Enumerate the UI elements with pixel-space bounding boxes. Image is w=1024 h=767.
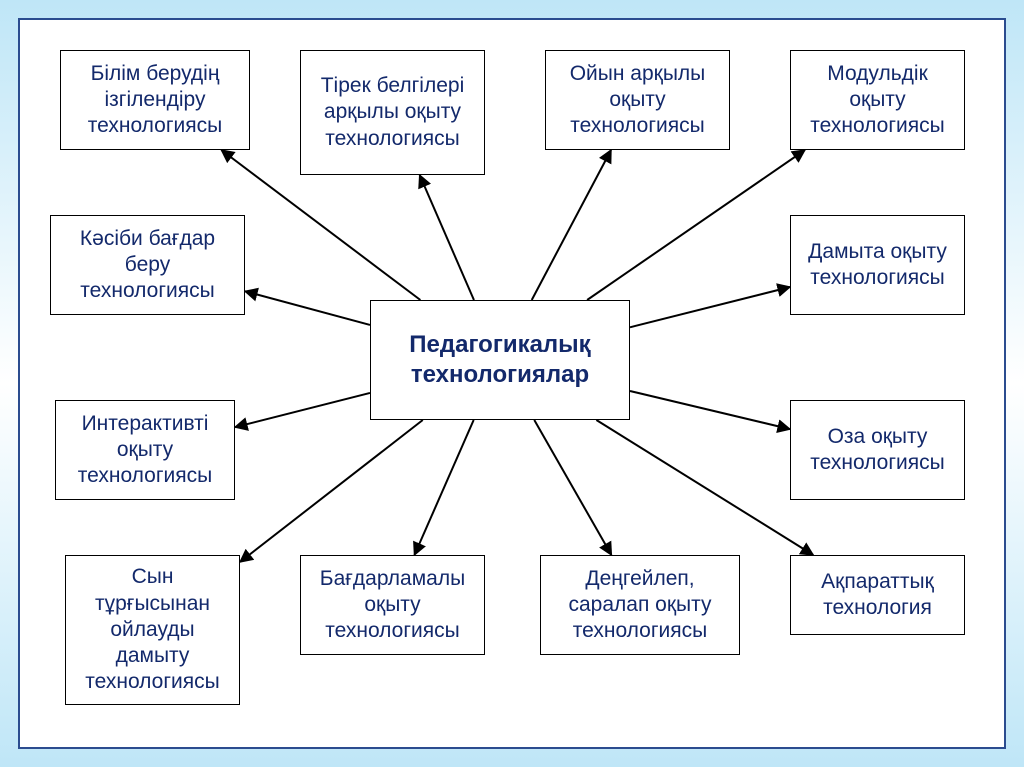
node-n1: Білім берудің ізгілендіру технологиясы: [60, 50, 250, 150]
canvas: Педагогикалық технологиялар Білім берудің…: [0, 0, 1024, 767]
node-n9: Сын тұрғысынан ойлауды дамыту технология…: [65, 555, 240, 705]
center-node: Педагогикалық технологиялар: [370, 300, 630, 420]
node-n7: Интерактивті оқыту технологиясы: [55, 400, 235, 500]
node-n6: Дамыта оқыту технологиясы: [790, 215, 965, 315]
node-n11: Деңгейлеп, саралап оқыту технологиясы: [540, 555, 740, 655]
node-n3: Ойын арқылы оқыту технологиясы: [545, 50, 730, 150]
node-n10: Бағдарламалы оқыту технологиясы: [300, 555, 485, 655]
node-n12: Ақпараттық технология: [790, 555, 965, 635]
node-n2: Тірек белгілері арқылы оқыту технологияс…: [300, 50, 485, 175]
node-n8: Оза оқыту технологиясы: [790, 400, 965, 500]
node-n5: Кәсіби бағдар беру технологиясы: [50, 215, 245, 315]
node-n4: Модульдік оқыту технологиясы: [790, 50, 965, 150]
